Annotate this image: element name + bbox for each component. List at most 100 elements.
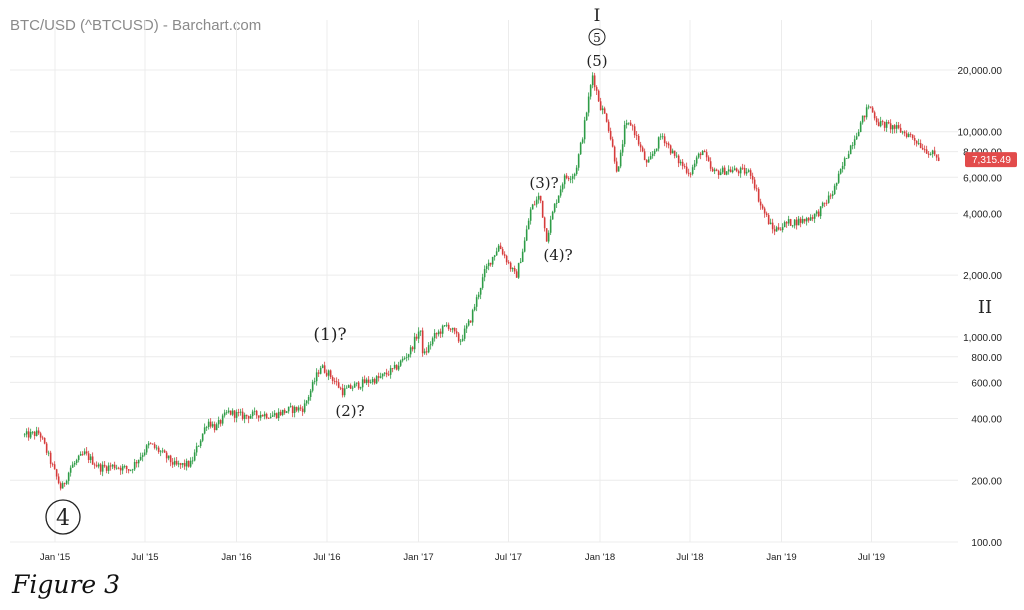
y-tick-label: 200.00 — [971, 476, 1002, 487]
candle-body — [221, 415, 224, 424]
candle-body — [549, 219, 552, 233]
candle-body — [839, 169, 842, 174]
candle-body — [341, 388, 344, 396]
candle-body — [937, 157, 940, 161]
candle-body — [859, 122, 862, 132]
candle-body — [99, 464, 102, 472]
candle-body — [869, 106, 872, 108]
candle-body — [573, 174, 576, 177]
candle-body — [373, 379, 376, 384]
candle-body — [423, 351, 426, 354]
candle-body — [443, 325, 446, 327]
candle-body — [325, 372, 328, 376]
candle-body — [801, 218, 804, 223]
candle-body — [863, 115, 866, 118]
candle-body — [651, 153, 654, 157]
candle-body — [451, 327, 454, 330]
candle-body — [743, 167, 746, 174]
candle-body — [37, 430, 40, 434]
annotation-roman-one: I — [594, 6, 601, 26]
y-tick-label: 4,000.00 — [963, 209, 1002, 220]
candle-body — [287, 406, 290, 412]
candle-body — [933, 150, 936, 155]
candle-body — [459, 340, 462, 342]
candle-body — [503, 254, 506, 256]
candle-body — [399, 360, 402, 366]
candle-body — [381, 373, 384, 377]
candle-body — [481, 277, 484, 288]
candle-body — [701, 150, 704, 156]
candle-body — [911, 134, 914, 139]
y-tick-label: 100.00 — [971, 538, 1002, 549]
candle-body — [445, 324, 448, 326]
candle-body — [519, 261, 522, 264]
candle-body — [89, 456, 92, 461]
candle-body — [703, 150, 706, 153]
candle-body — [75, 460, 78, 464]
candle-body — [621, 144, 624, 153]
candle-body — [151, 443, 154, 445]
candle-body — [615, 161, 618, 172]
candle-body — [49, 452, 52, 464]
candle-body — [159, 451, 162, 453]
candle-body — [57, 476, 60, 484]
x-tick-label: Jan '15 — [40, 552, 70, 563]
candle-body — [35, 430, 38, 436]
candle-body — [829, 195, 832, 197]
candle-body — [125, 465, 128, 470]
candle-body — [713, 169, 716, 172]
candle-body — [531, 204, 534, 210]
last-price-tag: 7,315.49 — [965, 152, 1017, 168]
candle-body — [865, 107, 868, 118]
candle-body — [169, 455, 172, 463]
candle-body — [673, 150, 676, 156]
candle-body — [831, 194, 834, 196]
candle-body — [723, 167, 726, 175]
candle-body — [207, 421, 210, 427]
candle-body — [283, 409, 286, 413]
candle-body — [327, 370, 330, 376]
candle-body — [215, 424, 218, 431]
candle-body — [655, 148, 658, 151]
candle-body — [671, 150, 674, 154]
annotation-five-circled: 5 — [593, 31, 601, 45]
candle-body — [667, 143, 670, 146]
candle-body — [231, 410, 234, 415]
candle-body — [431, 338, 434, 345]
x-tick-label: Jul '19 — [858, 552, 885, 563]
candle-body — [921, 147, 924, 150]
candle-body — [905, 133, 908, 137]
candle-body — [185, 460, 188, 467]
circle-four-ring — [45, 499, 81, 535]
candle-body — [155, 447, 158, 449]
candle-body — [267, 418, 270, 419]
candle-body — [497, 245, 500, 252]
candle-body — [29, 431, 32, 438]
candle-body — [581, 139, 584, 143]
annotations: I 5 (5) (1)? (2)? (3)? (4)? 4 II Figure … — [11, 6, 992, 599]
candle-body — [763, 208, 766, 214]
candle-body — [493, 255, 496, 257]
candle-body — [435, 333, 438, 335]
candle-body — [613, 146, 616, 162]
candle-body — [711, 168, 714, 172]
candle-body — [243, 414, 246, 420]
candle-body — [883, 121, 886, 128]
candle-body — [333, 380, 336, 382]
candle-body — [227, 410, 230, 413]
candle-body — [785, 222, 788, 224]
candle-body — [351, 387, 354, 389]
candle-body — [661, 136, 664, 138]
candle-body — [879, 121, 882, 127]
candle-body — [175, 460, 178, 465]
candle-body — [487, 262, 490, 267]
candle-body — [523, 240, 526, 252]
candle-body — [141, 455, 144, 457]
candle-body — [123, 465, 126, 467]
candle-body — [747, 170, 750, 172]
candle-body — [437, 331, 440, 335]
candle-body — [265, 413, 268, 419]
candle-body — [473, 306, 476, 311]
candle-body — [775, 227, 778, 232]
candle-body — [453, 327, 456, 332]
